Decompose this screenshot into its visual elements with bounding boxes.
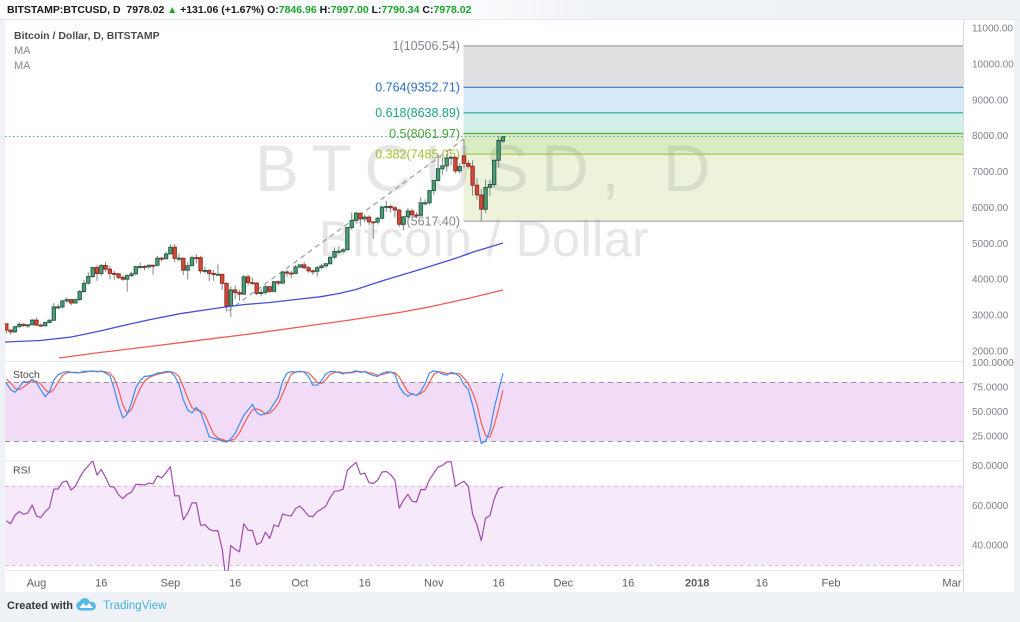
- svg-text:Bitcoin / Dollar: Bitcoin / Dollar: [319, 211, 649, 267]
- svg-text:75.0000: 75.0000: [972, 382, 1009, 393]
- svg-text:25.0000: 25.0000: [972, 432, 1009, 443]
- svg-text:16: 16: [756, 578, 768, 590]
- svg-text:40.0000: 40.0000: [972, 541, 1009, 552]
- svg-text:Stoch: Stoch: [13, 369, 40, 381]
- svg-text:0.382(7485.05): 0.382(7485.05): [375, 148, 460, 162]
- svg-text:7000.00: 7000.00: [972, 167, 1009, 178]
- svg-text:16: 16: [229, 578, 241, 590]
- svg-text:16: 16: [359, 578, 371, 590]
- svg-text:6000.00: 6000.00: [972, 203, 1009, 214]
- svg-text:1(10506.54): 1(10506.54): [393, 39, 460, 53]
- svg-text:100.0000: 100.0000: [972, 358, 1014, 369]
- svg-text:Feb: Feb: [822, 578, 841, 590]
- svg-text:0.618(8638.89): 0.618(8638.89): [375, 106, 460, 120]
- svg-text:16: 16: [95, 578, 107, 590]
- svg-text:Nov: Nov: [424, 578, 444, 590]
- svg-text:16: 16: [622, 578, 634, 590]
- svg-text:BTCUSD, D: BTCUSD, D: [255, 131, 723, 205]
- svg-text:0.764(9352.71): 0.764(9352.71): [375, 81, 460, 95]
- svg-text:2018: 2018: [685, 578, 709, 590]
- svg-text:MA: MA: [14, 60, 31, 72]
- svg-text:8000.00: 8000.00: [972, 131, 1009, 142]
- svg-text:3000.00: 3000.00: [972, 311, 1009, 322]
- svg-text:Bitcoin / Dollar, D, BITSTAMP: Bitcoin / Dollar, D, BITSTAMP: [14, 30, 160, 42]
- svg-text:Aug: Aug: [27, 578, 47, 590]
- svg-text:RSI: RSI: [13, 465, 31, 477]
- svg-text:9000.00: 9000.00: [972, 95, 1009, 106]
- svg-text:Sep: Sep: [161, 578, 181, 590]
- svg-text:MA: MA: [14, 45, 31, 57]
- svg-text:Oct: Oct: [291, 578, 308, 590]
- svg-text:0(5617.40): 0(5617.40): [400, 215, 460, 229]
- svg-text:60.0000: 60.0000: [972, 501, 1009, 512]
- svg-text:Dec: Dec: [554, 578, 574, 590]
- svg-text:50.0000: 50.0000: [972, 407, 1009, 418]
- svg-text:11000.00: 11000.00: [972, 24, 1013, 35]
- svg-text:4000.00: 4000.00: [972, 275, 1009, 286]
- svg-text:0.5(8061.97): 0.5(8061.97): [389, 127, 460, 141]
- svg-text:5000.00: 5000.00: [972, 239, 1009, 250]
- svg-text:2000.00: 2000.00: [972, 346, 1009, 357]
- svg-text:80.0000: 80.0000: [972, 461, 1009, 472]
- svg-text:16: 16: [492, 578, 504, 590]
- svg-text:10000.00: 10000.00: [972, 60, 1014, 71]
- svg-text:Mar: Mar: [942, 578, 961, 590]
